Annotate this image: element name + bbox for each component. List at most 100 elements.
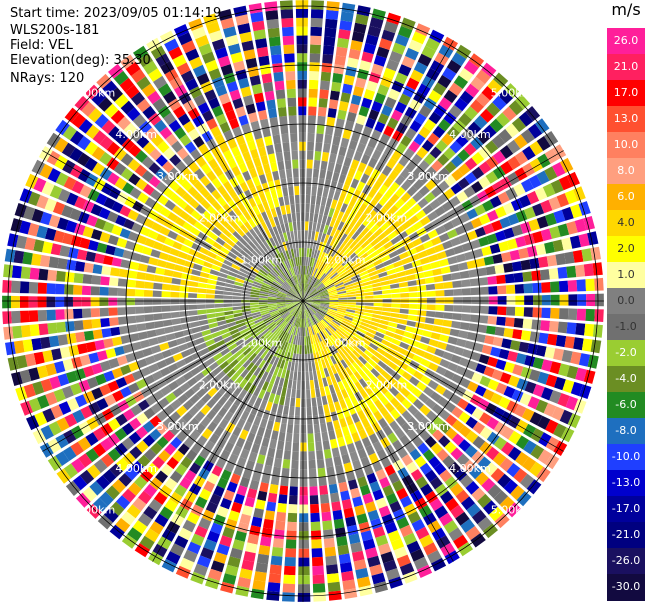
radar-gate — [361, 318, 371, 325]
radar-gate — [422, 449, 435, 462]
radar-gate — [333, 456, 342, 467]
radar-gate — [208, 30, 223, 43]
radar-gate — [320, 422, 327, 433]
radar-gate — [459, 322, 470, 331]
radar-gate — [263, 391, 271, 401]
radar-gate — [288, 186, 294, 196]
radar-gate — [386, 59, 400, 72]
radar-gate — [12, 325, 23, 339]
radar-gate — [40, 211, 52, 226]
radar-gate — [294, 308, 300, 317]
radar-gate — [292, 353, 296, 363]
radar-gate — [300, 416, 306, 425]
radar-gate — [434, 282, 445, 290]
radar-gate — [327, 581, 341, 592]
radar-gate — [412, 221, 424, 231]
radar-gate — [518, 194, 532, 208]
radar-gate — [306, 336, 309, 346]
radar-gate — [278, 289, 287, 295]
radar-gate — [336, 266, 345, 274]
radar-gate — [23, 205, 36, 221]
radar-gate — [428, 254, 439, 263]
radar-gate — [135, 306, 145, 314]
radar-gate — [37, 310, 48, 322]
radar-gate — [217, 196, 227, 207]
radar-gate — [242, 505, 254, 516]
radar-gate — [438, 435, 451, 448]
radar-gate — [171, 140, 184, 153]
radar-gate — [318, 271, 325, 280]
colorbar-tick-label: -6.0 — [615, 398, 637, 411]
radar-gate — [91, 318, 102, 329]
radar-gate — [291, 239, 296, 249]
radar-gate — [276, 296, 286, 299]
radar-gate — [454, 97, 468, 112]
radar-gate — [448, 104, 463, 118]
radar-gate — [163, 404, 175, 416]
radar-gate — [337, 211, 345, 221]
radar-gate — [510, 485, 525, 501]
radar-gate — [486, 446, 500, 461]
radar-gate — [315, 240, 321, 250]
radar-gate — [309, 44, 321, 54]
radar-gate — [435, 290, 445, 297]
radar-gate — [378, 38, 393, 50]
radar-gate — [127, 324, 138, 333]
radar-gate — [179, 285, 189, 292]
radar-gate — [564, 251, 575, 264]
radar-gate — [381, 285, 391, 290]
radar-gate — [166, 521, 181, 535]
radar-gate — [300, 442, 307, 452]
radar-gate — [270, 311, 279, 317]
radar-gate — [136, 412, 149, 425]
radar-gate — [331, 447, 340, 458]
radar-gate — [210, 522, 223, 535]
radar-gate — [188, 299, 197, 304]
radar-gate — [288, 325, 293, 334]
radar-gate — [194, 411, 206, 422]
radar-gate — [320, 305, 329, 309]
radar-gate — [303, 292, 305, 301]
radar-gate — [467, 121, 482, 135]
radar-gate — [259, 118, 270, 129]
radar-gate — [474, 204, 486, 216]
radar-gate — [444, 174, 457, 187]
radar-gate — [78, 453, 93, 468]
radar-gate — [19, 296, 29, 308]
radar-gate — [395, 34, 410, 47]
radar-gate — [167, 254, 178, 264]
radar-gate — [229, 382, 239, 393]
radar-gate — [330, 374, 337, 385]
radar-gate — [259, 307, 269, 312]
radar-gate — [82, 486, 98, 502]
radar-gate — [252, 176, 261, 187]
radar-gate — [442, 36, 458, 51]
radar-gate — [396, 346, 407, 355]
radar-gate — [238, 114, 249, 126]
radar-gate — [464, 106, 478, 120]
radar-gate — [299, 486, 308, 496]
radar-gate — [323, 349, 330, 358]
radar-gate — [231, 501, 243, 513]
radar-gate — [299, 283, 302, 293]
radar-gate — [378, 417, 388, 429]
radar-gate — [76, 249, 88, 261]
radar-gate — [48, 421, 62, 436]
radar-gate — [161, 528, 176, 542]
radar-gate — [253, 367, 262, 377]
radar-gate — [559, 308, 569, 320]
radar-gate — [320, 274, 328, 282]
radar-gate — [279, 350, 286, 360]
radar-gate — [234, 217, 244, 227]
radar-gate — [113, 162, 127, 176]
radar-gate — [304, 309, 308, 319]
radar-gate — [119, 228, 131, 239]
radar-gate — [122, 408, 135, 421]
radar-gate — [333, 343, 341, 352]
radar-gate — [268, 291, 278, 295]
radar-gate — [285, 250, 291, 260]
radar-gate — [148, 68, 163, 82]
radar-gate — [328, 308, 337, 313]
radar-gate — [276, 329, 283, 338]
radar-gate — [369, 274, 380, 281]
